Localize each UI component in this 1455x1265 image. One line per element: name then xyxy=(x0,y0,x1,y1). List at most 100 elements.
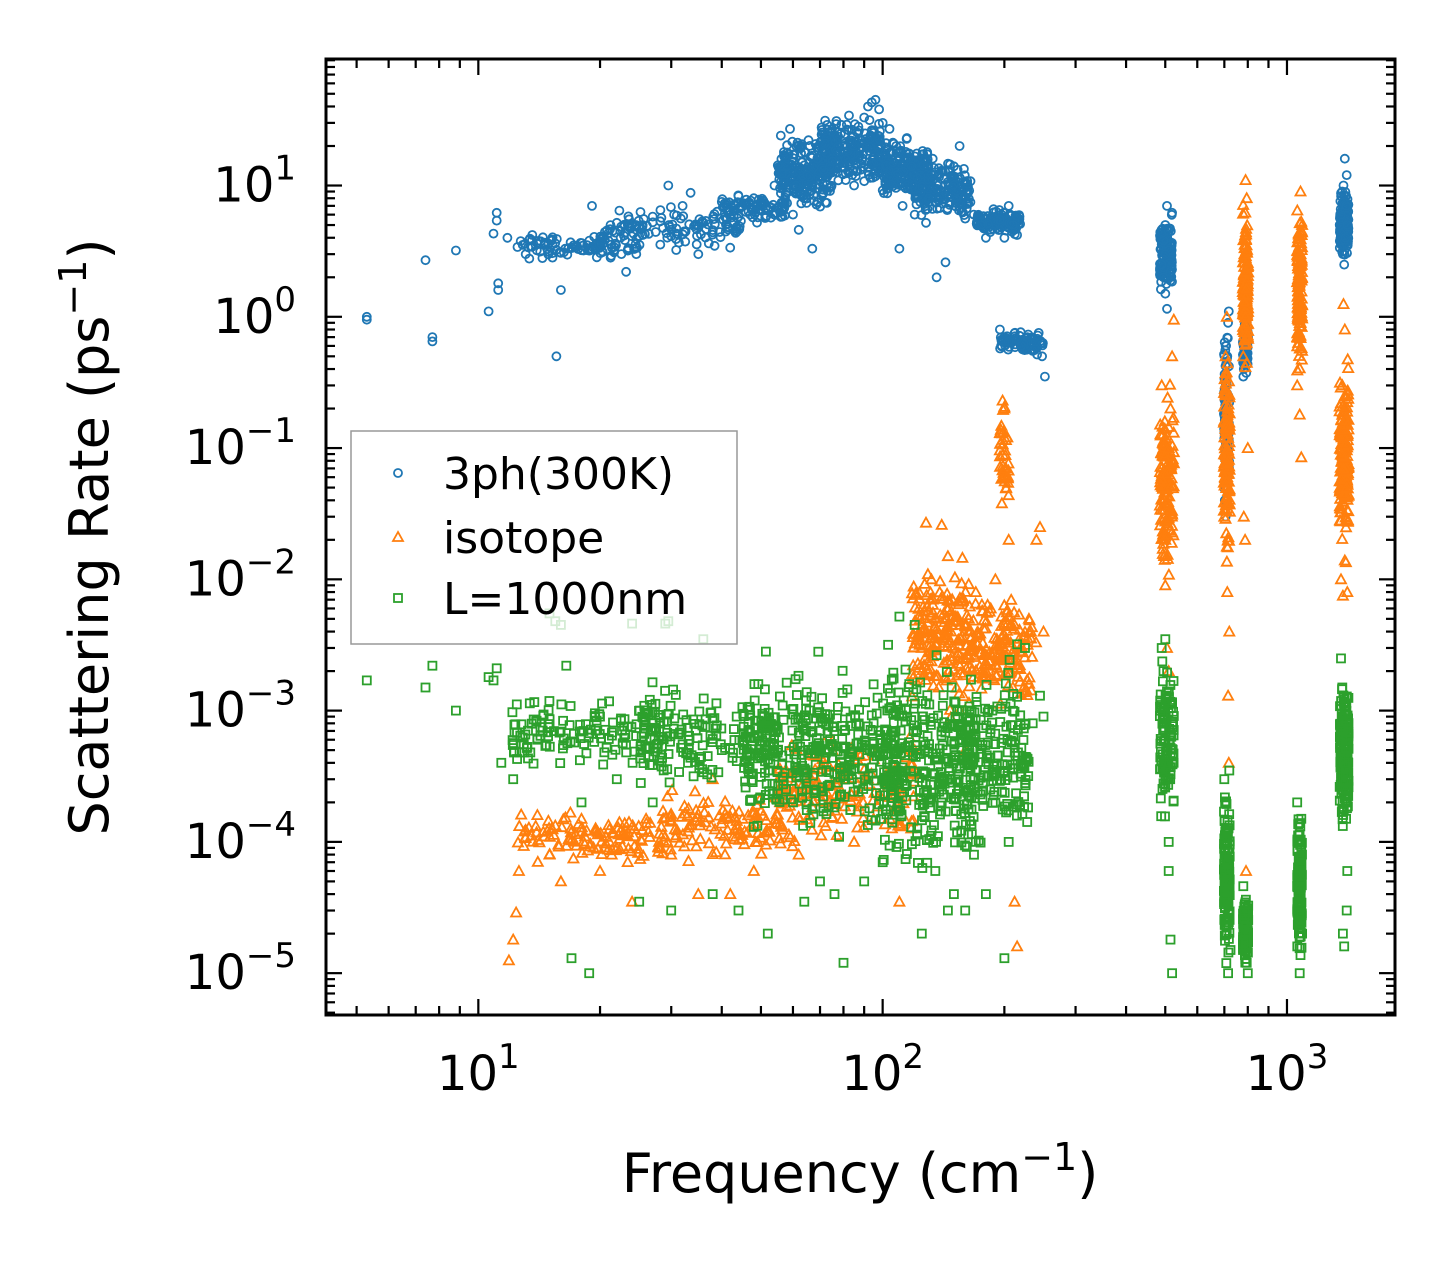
data-point xyxy=(966,613,980,626)
data-point xyxy=(566,851,580,864)
data-point xyxy=(881,138,891,149)
data-point xyxy=(891,141,902,151)
data-point xyxy=(667,219,678,230)
data-point xyxy=(593,864,607,876)
data-point xyxy=(893,687,904,698)
data-point xyxy=(833,141,843,152)
data-point xyxy=(759,837,773,850)
data-point xyxy=(591,252,602,263)
data-point xyxy=(1237,509,1251,522)
data-point xyxy=(871,156,882,167)
data-point xyxy=(970,637,985,650)
data-point xyxy=(647,677,658,688)
data-point xyxy=(725,209,736,220)
data-point xyxy=(907,579,921,592)
data-point xyxy=(1008,894,1022,907)
data-point xyxy=(427,332,438,343)
data-point xyxy=(537,253,548,264)
data-point xyxy=(1290,378,1304,391)
data-point xyxy=(831,147,842,157)
data-point xyxy=(1022,817,1033,827)
data-point xyxy=(923,585,938,598)
data-point xyxy=(718,847,732,860)
data-point xyxy=(857,820,871,833)
data-point xyxy=(1290,203,1304,216)
data-point xyxy=(960,213,971,224)
data-point xyxy=(689,839,703,852)
data-point xyxy=(817,815,831,828)
data-point xyxy=(628,228,639,239)
data-point xyxy=(1037,351,1047,362)
data-point xyxy=(696,796,711,808)
data-point xyxy=(1223,317,1233,328)
data-point xyxy=(1339,153,1350,164)
data-point xyxy=(996,437,1010,450)
data-point xyxy=(775,691,785,702)
data-point xyxy=(729,735,740,745)
data-point xyxy=(361,311,372,322)
data-point xyxy=(1167,312,1181,325)
data-point xyxy=(691,239,702,250)
data-point xyxy=(879,188,889,199)
data-point xyxy=(665,700,676,711)
data-point xyxy=(656,811,670,824)
data-point xyxy=(727,832,742,845)
data-point xyxy=(835,128,846,139)
data-point xyxy=(955,576,969,589)
data-point xyxy=(1019,791,1029,802)
data-point xyxy=(785,123,795,134)
data-point xyxy=(880,148,890,159)
data-point xyxy=(954,141,965,151)
data-point xyxy=(955,551,969,563)
data-point xyxy=(528,758,539,769)
data-point xyxy=(1166,260,1177,271)
data-point xyxy=(888,157,898,168)
data-point xyxy=(821,133,832,144)
data-point xyxy=(741,808,755,821)
data-point xyxy=(951,194,962,205)
data-point xyxy=(892,170,902,181)
data-point xyxy=(779,150,789,160)
data-point xyxy=(817,693,827,704)
data-point xyxy=(999,232,1010,243)
data-point xyxy=(1239,864,1253,876)
data-point xyxy=(1290,339,1304,352)
data-point xyxy=(810,139,821,149)
data-point xyxy=(711,698,722,709)
data-point xyxy=(709,240,720,251)
data-point xyxy=(647,211,658,222)
data-point xyxy=(1164,502,1178,515)
data-point xyxy=(563,805,577,818)
data-point xyxy=(772,817,787,829)
data-point xyxy=(512,819,526,831)
data-point xyxy=(728,810,742,822)
data-point xyxy=(493,285,504,295)
data-point xyxy=(1160,465,1174,477)
data-point xyxy=(1337,186,1348,197)
data-point xyxy=(782,198,792,209)
data-point xyxy=(688,784,702,797)
data-point xyxy=(677,200,688,211)
data-point xyxy=(587,200,597,211)
data-point xyxy=(894,819,908,832)
data-point xyxy=(997,616,1011,628)
data-point xyxy=(596,242,606,252)
data-point xyxy=(635,778,646,788)
data-point xyxy=(530,808,544,820)
data-point xyxy=(946,608,960,621)
data-point xyxy=(820,138,830,149)
data-point xyxy=(805,822,819,835)
data-point xyxy=(882,188,893,199)
data-point xyxy=(787,156,797,167)
data-point xyxy=(1162,478,1176,490)
data-point xyxy=(988,204,999,215)
data-point xyxy=(624,844,638,857)
data-point xyxy=(1220,426,1234,439)
data-point xyxy=(706,847,720,859)
data-point xyxy=(969,596,983,609)
data-point xyxy=(634,832,648,845)
data-point xyxy=(1157,656,1168,667)
data-point xyxy=(975,597,989,610)
data-point xyxy=(905,155,916,166)
data-point xyxy=(1011,210,1022,221)
